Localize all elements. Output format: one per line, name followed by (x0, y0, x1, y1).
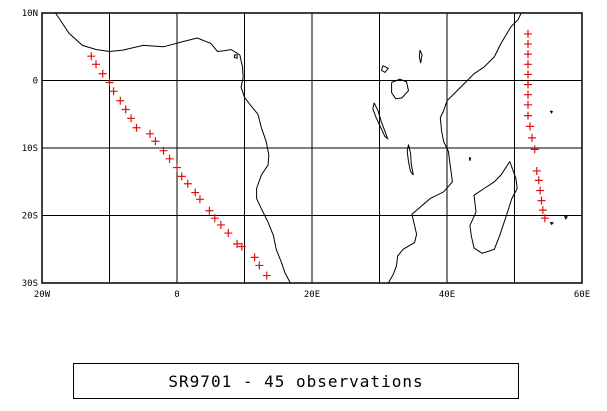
observation-marker (524, 100, 532, 109)
coastline (469, 161, 518, 254)
observation-marker (183, 179, 192, 188)
coastline (564, 215, 568, 220)
lon-tick-label: 0 (174, 290, 179, 300)
observation-marker (262, 271, 271, 280)
coastline (380, 65, 390, 74)
coastline (418, 49, 423, 64)
coastline (406, 144, 414, 176)
lon-tick-label: 20W (34, 290, 51, 300)
observation-marker (536, 186, 545, 195)
observation-marker (98, 69, 107, 78)
observation-marker (205, 206, 214, 215)
lon-tick-label: 40E (439, 290, 455, 300)
lat-tick-label: 30S (22, 279, 38, 289)
observation-marker (121, 105, 130, 114)
coastline (391, 78, 410, 100)
observation-marker (191, 188, 200, 197)
observation-marker (524, 29, 532, 38)
observation-marker (528, 133, 537, 142)
observation-marker (127, 114, 136, 123)
observation-marker (255, 261, 264, 270)
coastline (387, 12, 522, 284)
observation-marker (159, 146, 168, 155)
lon-tick-label: 20E (304, 290, 320, 300)
observation-marker (524, 70, 532, 79)
lat-tick-label: 20S (22, 212, 38, 222)
observation-marker (132, 123, 141, 132)
observation-marker (524, 40, 532, 49)
observation-marker (538, 206, 547, 215)
lat-tick-label: 10S (22, 144, 38, 154)
observation-marker (151, 137, 160, 146)
observation-marker (177, 172, 186, 181)
observation-marker (534, 176, 543, 185)
observation-marker (216, 220, 225, 229)
observation-marker (87, 52, 96, 61)
observation-marker (524, 60, 532, 69)
observation-markers (87, 29, 549, 280)
caption-box: SR9701 - 45 observations (73, 363, 519, 399)
observation-marker (540, 214, 549, 223)
longitude-labels: 20W 0 20E 40E 60E (34, 290, 590, 300)
observation-marker (532, 166, 541, 175)
observation-marker (146, 129, 154, 138)
coastline (549, 221, 554, 226)
observation-marker (537, 196, 546, 205)
observation-marker (165, 154, 174, 163)
observation-marker (250, 253, 259, 262)
graticule (42, 13, 582, 283)
map-frame (41, 12, 583, 284)
observation-marker (237, 242, 246, 251)
coastline (549, 110, 554, 114)
observation-marker (173, 163, 181, 172)
coastline (55, 12, 291, 284)
coastline (372, 102, 389, 141)
observation-marker (105, 78, 114, 87)
latitude-labels: 10N 0 10S 20S 30S (22, 9, 38, 289)
coastline (468, 156, 472, 161)
lon-tick-label: 60E (574, 290, 590, 300)
coastlines (55, 12, 568, 284)
observation-marker (530, 145, 539, 154)
observation-marker (524, 90, 532, 99)
coastline (233, 54, 238, 59)
observation-marker (524, 50, 532, 59)
observation-marker (195, 195, 204, 204)
lat-tick-label: 10N (22, 9, 38, 19)
observation-marker (116, 96, 125, 105)
observation-marker (233, 239, 242, 248)
observation-marker (224, 229, 233, 238)
observation-marker (524, 111, 532, 120)
observation-marker (524, 80, 532, 89)
observation-marker (210, 214, 219, 223)
observation-marker (526, 122, 535, 131)
observation-marker (92, 60, 100, 69)
caption-text: SR9701 - 45 observations (168, 371, 424, 391)
observation-marker (109, 87, 118, 96)
lat-tick-label: 0 (33, 77, 38, 87)
